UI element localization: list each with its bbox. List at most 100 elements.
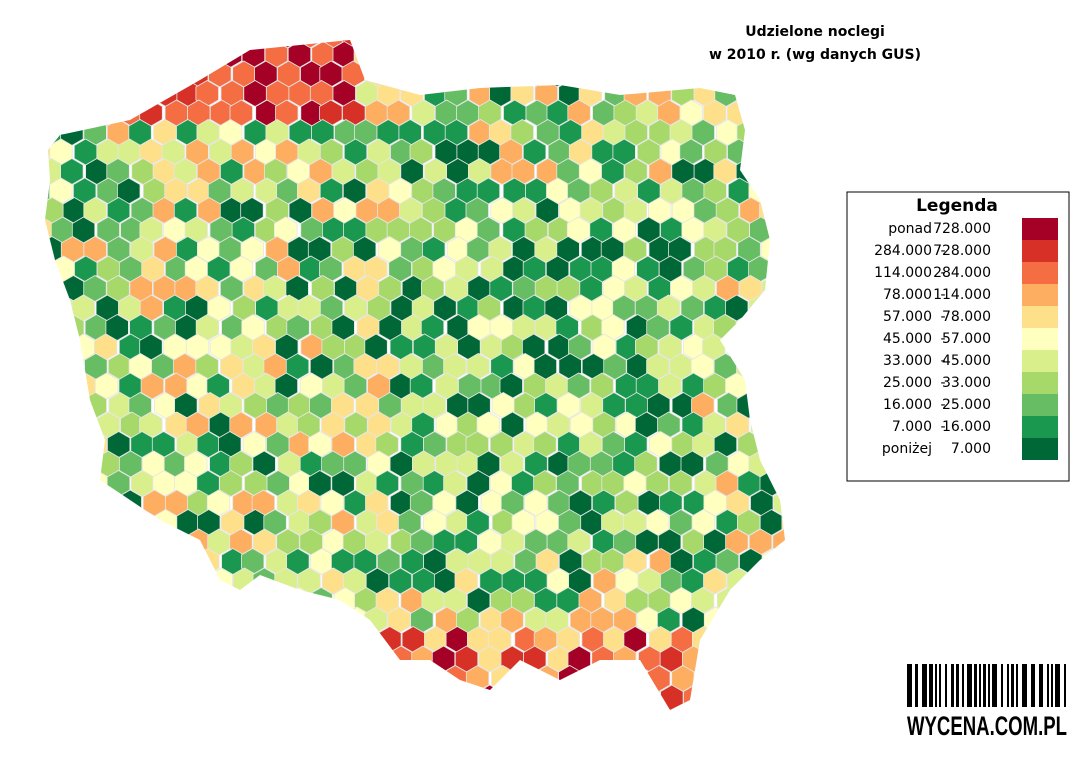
region	[366, 724, 389, 750]
region	[49, 567, 73, 595]
region	[625, 704, 650, 710]
region	[187, 724, 210, 750]
region	[45, 255, 54, 283]
region	[232, 724, 255, 750]
region	[142, 567, 166, 595]
region	[703, 724, 726, 750]
region	[95, 606, 119, 634]
region	[761, 665, 785, 692]
region	[826, 276, 849, 302]
region	[795, 61, 818, 87]
region	[435, 724, 458, 750]
region	[795, 568, 818, 594]
region	[646, 704, 670, 710]
region	[389, 724, 412, 750]
legend-separator: -	[940, 331, 945, 347]
region	[277, 645, 301, 673]
region	[623, 665, 647, 692]
region	[254, 724, 277, 750]
region	[793, 646, 816, 672]
region	[175, 665, 200, 692]
region	[805, 432, 828, 458]
region	[758, 431, 783, 458]
region	[60, 587, 84, 614]
map	[45, 40, 852, 750]
region	[61, 704, 85, 710]
region	[612, 684, 636, 710]
region	[332, 704, 356, 710]
region	[72, 60, 96, 88]
region	[210, 724, 233, 750]
region	[510, 41, 534, 68]
region	[278, 724, 301, 750]
region	[819, 295, 842, 321]
region	[567, 40, 591, 49]
region	[636, 40, 660, 49]
region	[829, 627, 852, 653]
region	[434, 684, 458, 710]
region	[748, 60, 772, 88]
region	[300, 684, 324, 710]
region	[770, 645, 785, 673]
legend-swatch	[1022, 350, 1058, 372]
region	[63, 665, 88, 692]
region	[262, 587, 287, 614]
region	[781, 353, 785, 380]
region	[45, 665, 62, 692]
region	[623, 236, 647, 263]
region	[807, 315, 830, 341]
region	[232, 645, 257, 673]
region	[806, 471, 829, 497]
region	[141, 60, 166, 88]
region	[770, 60, 785, 88]
legend-high: 25.000	[942, 397, 991, 413]
region	[816, 139, 839, 165]
region	[343, 724, 366, 750]
legend-high: 45.000	[942, 353, 991, 369]
legend-swatch	[1022, 438, 1058, 460]
region	[467, 704, 491, 710]
region	[45, 626, 64, 653]
region	[45, 60, 51, 88]
region	[49, 40, 73, 49]
region	[771, 216, 785, 244]
region	[816, 685, 839, 711]
region	[153, 665, 178, 692]
region	[45, 567, 51, 595]
legend-separator: -	[940, 419, 945, 435]
region	[624, 41, 648, 68]
region	[98, 724, 121, 750]
barcode-bar	[956, 664, 959, 707]
region	[342, 684, 366, 710]
region	[131, 41, 155, 68]
region	[206, 645, 231, 673]
region	[760, 587, 784, 614]
region	[568, 60, 593, 88]
region	[85, 41, 109, 68]
region	[702, 40, 727, 49]
region	[590, 60, 614, 88]
region	[635, 724, 658, 750]
region	[435, 60, 459, 88]
region	[761, 275, 785, 302]
barcode-bar	[979, 664, 981, 707]
legend-swatch	[1022, 394, 1058, 416]
region	[198, 626, 222, 653]
region	[176, 587, 200, 614]
region	[45, 645, 51, 673]
legend-high: 78.000	[942, 309, 991, 325]
region	[570, 724, 593, 750]
region	[60, 509, 84, 536]
region	[592, 684, 616, 710]
region	[252, 684, 276, 710]
region	[45, 704, 62, 710]
region	[45, 392, 65, 419]
region	[612, 60, 636, 88]
region	[75, 724, 98, 750]
barcode-bar	[935, 664, 937, 707]
region	[141, 40, 166, 49]
region	[773, 255, 785, 283]
region	[793, 100, 816, 126]
region	[82, 665, 107, 692]
region	[108, 80, 132, 107]
